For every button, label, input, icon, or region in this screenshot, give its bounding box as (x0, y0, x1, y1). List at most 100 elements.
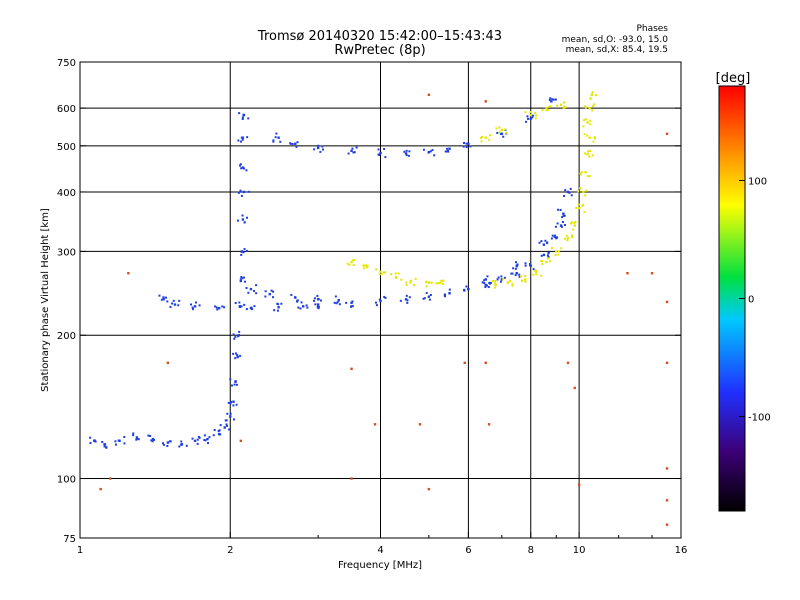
data-point (268, 292, 271, 296)
data-point-scatter (350, 305, 353, 308)
data-point-scatter (495, 127, 498, 130)
data-point-scatter (549, 105, 552, 108)
data-point-scatter (584, 194, 587, 197)
data-point-scatter (569, 187, 572, 190)
data-point-scatter (570, 194, 573, 197)
data-point-scatter (216, 308, 219, 311)
data-point-scatter (240, 305, 243, 308)
data-point-scatter (101, 440, 104, 443)
data-point-scatter (305, 304, 308, 307)
data-point-scatter (480, 140, 483, 143)
data-point-scatter (136, 437, 139, 440)
data-point-scatter (383, 295, 386, 298)
data-point-scatter (395, 276, 398, 279)
data-point-scatter (560, 225, 563, 228)
data-point-scatter (250, 306, 253, 309)
data-point-scatter (515, 265, 518, 268)
data-point-scatter (226, 412, 229, 415)
data-point-scatter (547, 252, 550, 255)
data-point (484, 283, 487, 287)
data-point-scatter (229, 412, 232, 415)
data-point-scatter (465, 146, 468, 149)
data-point-scatter (516, 263, 519, 266)
data-point-scatter (94, 440, 97, 443)
data-point-scatter (444, 293, 447, 296)
data-point (166, 441, 170, 444)
data-point-scatter (185, 444, 188, 447)
data-point-scatter (547, 256, 550, 259)
data-point-scatter (594, 137, 597, 140)
data-point-scatter (489, 134, 492, 137)
data-point-scatter (89, 441, 92, 444)
data-point-scatter (296, 299, 299, 302)
data-point-scatter (568, 191, 571, 194)
data-point (577, 483, 581, 487)
data-point (555, 250, 558, 253)
data-point (162, 296, 165, 299)
data-point-scatter (255, 292, 258, 295)
data-point-scatter (524, 280, 527, 283)
data-point-scatter (494, 280, 497, 283)
data-point (506, 281, 510, 284)
data-point-scatter (572, 228, 575, 231)
data-point-scatter (241, 118, 244, 121)
data-point-scatter (117, 439, 120, 442)
data-point (135, 436, 139, 439)
data-point-scatter (240, 136, 243, 139)
data-point-scatter (333, 301, 336, 304)
data-point-scatter (510, 272, 513, 275)
data-point-scatter (553, 235, 556, 238)
data-point-scatter (425, 281, 428, 284)
x-tick-label: 2 (227, 545, 233, 556)
data-point-scatter (548, 105, 551, 108)
data-point-scatter (242, 276, 245, 279)
data-point (524, 278, 527, 281)
data-point (237, 334, 240, 337)
data-point-scatter (427, 151, 430, 154)
data-point-scatter (277, 303, 280, 306)
data-point-scatter (240, 194, 243, 197)
data-point-scatter (579, 172, 582, 175)
data-point-scatter (378, 273, 381, 276)
data-point (545, 260, 548, 264)
data-point-scatter (135, 438, 138, 441)
data-point-scatter (232, 333, 235, 336)
data-point-scatter (584, 118, 587, 121)
grid-lines (80, 62, 681, 538)
data-point-scatter (526, 115, 529, 118)
data-point-scatter (242, 251, 245, 254)
data-point-scatter (235, 403, 238, 406)
data-point-scatter (564, 189, 567, 192)
data-point-scatter (545, 109, 548, 112)
data-point (337, 298, 341, 302)
data-point-scatter (571, 234, 574, 237)
data-point (427, 295, 431, 298)
data-point (562, 212, 565, 215)
data-point-scatter (364, 264, 367, 267)
data-point-scatter (557, 253, 560, 256)
data-point (350, 367, 353, 371)
data-point-scatter (484, 286, 487, 289)
data-point-scatter (529, 264, 532, 267)
data-point (294, 142, 297, 145)
data-point (484, 136, 487, 139)
data-point-scatter (375, 304, 378, 307)
data-point-scatter (504, 128, 507, 131)
data-point-scatter (375, 268, 378, 271)
data-point (404, 152, 408, 155)
data-point-scatter (499, 132, 502, 135)
data-point-scatter (137, 438, 140, 441)
data-point-scatter (448, 288, 451, 291)
data-point-scatter (486, 275, 489, 278)
data-point-scatter (270, 289, 273, 292)
data-point-scatter (400, 278, 403, 281)
data-point-scatter (448, 292, 451, 295)
data-point-scatter (228, 428, 231, 431)
data-point-scatter (399, 299, 402, 302)
data-point-scatter (559, 209, 562, 212)
data-point-scatter (272, 296, 275, 299)
data-point-scatter (550, 237, 553, 240)
data-point-scatter (352, 259, 355, 262)
data-point (588, 106, 591, 110)
